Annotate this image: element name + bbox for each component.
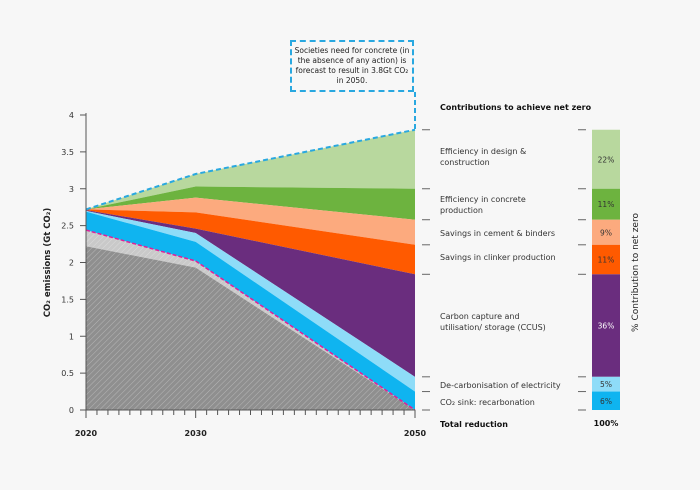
y-tick-label: 0.5 <box>61 369 74 378</box>
contribution-bar-2 <box>592 219 620 245</box>
contribution-bar-3 <box>592 244 620 275</box>
total-reduction-label: Total reduction <box>440 420 508 429</box>
contribution-axis-label: % Contribution to net zero <box>631 213 641 332</box>
y-tick-label: 0 <box>69 406 74 415</box>
band-6 <box>86 211 415 410</box>
x-tick-label: 2020 <box>75 429 98 438</box>
contribution-pct-0: 22% <box>598 155 615 164</box>
label-recarbonation: CO₂ sink: recarbonation <box>440 398 535 407</box>
contribution-pct-1: 11% <box>598 200 615 209</box>
y-axis-label: CO₂ emissions (Gt CO₂) <box>43 208 53 318</box>
hatched-overlay-1 <box>86 246 415 410</box>
contribution-bar-0 <box>592 129 620 189</box>
annotation-box: Societies need for concrete (in the abse… <box>290 40 414 92</box>
contribution-bar-4 <box>592 274 620 377</box>
contributions-heading: Contributions to achieve net zero <box>440 103 592 112</box>
contribution-pct-5: 5% <box>600 380 612 389</box>
contribution-bar-6 <box>592 391 620 410</box>
band-0 <box>86 129 415 210</box>
annotation-text: Societies need for concrete (in the abse… <box>294 46 410 85</box>
contribution-pct-4: 36% <box>598 322 615 331</box>
band-3 <box>86 209 415 275</box>
y-tick-label: 1.5 <box>61 295 74 304</box>
contribution-pct-6: 6% <box>600 397 612 406</box>
contribution-bar-1 <box>592 188 620 220</box>
y-tick-label: 2 <box>69 259 74 268</box>
x-tick-label: 2030 <box>185 429 208 438</box>
y-tick-label: 2.5 <box>61 222 74 231</box>
hatched-overlay-0 <box>86 230 415 410</box>
band-2 <box>86 197 415 245</box>
contribution-pct-2: 9% <box>600 228 612 237</box>
y-tick-label: 3 <box>69 185 74 194</box>
x-tick-label: 2050 <box>404 429 427 438</box>
contribution-pct-3: 11% <box>598 256 615 265</box>
label-design: Efficiency in design & construction <box>440 147 527 167</box>
contribution-bar-5 <box>592 376 620 392</box>
total-value: 100% <box>593 419 619 428</box>
band-4 <box>86 210 415 377</box>
label-clinker: Savings in clinker production <box>440 253 556 262</box>
recarbonation-boundary-line <box>85 229 416 411</box>
y-tick-label: 3.5 <box>61 148 74 157</box>
label-ccus: Carbon capture and utilisation/ storage … <box>440 312 546 332</box>
y-tick-label: 1 <box>69 332 74 341</box>
y-tick-label: 4 <box>69 111 74 120</box>
no-action-baseline-line <box>85 128 416 211</box>
label-cement: Savings in cement & binders <box>440 229 556 238</box>
label-concrete: Efficiency in concrete production <box>440 195 526 215</box>
label-electricity: De-carbonisation of electricity <box>440 381 561 390</box>
